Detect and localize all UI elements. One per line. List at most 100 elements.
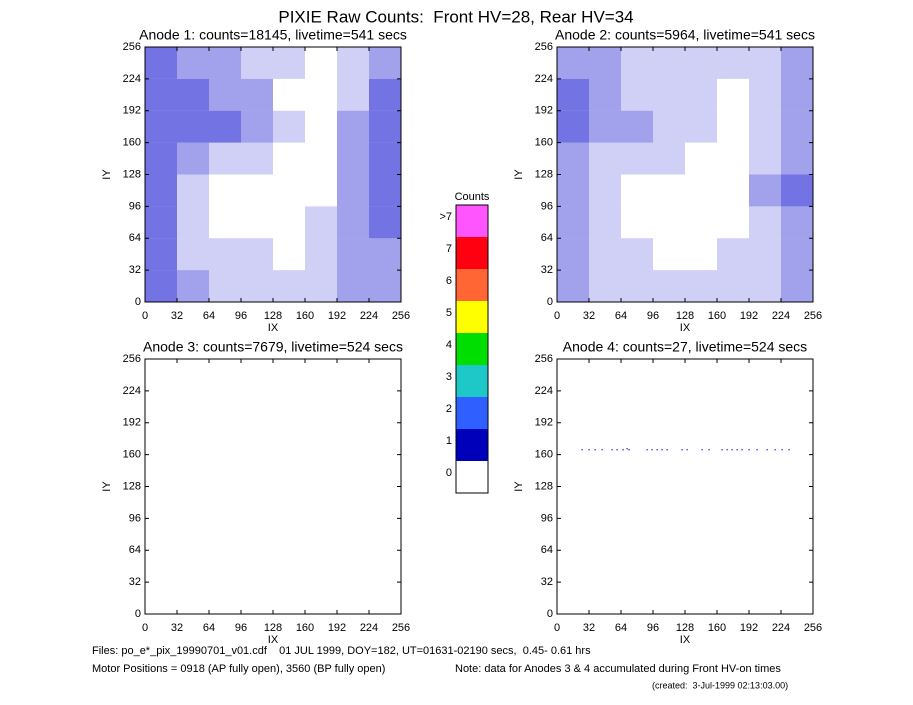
density-cell bbox=[337, 582, 369, 614]
y-tick-label: 256 bbox=[535, 41, 553, 53]
density-cell bbox=[557, 174, 589, 207]
density-cell bbox=[337, 391, 369, 423]
density-cell bbox=[177, 206, 209, 239]
density-cell bbox=[589, 142, 621, 175]
x-tick-label: 0 bbox=[554, 622, 560, 634]
density-cell bbox=[337, 359, 369, 391]
point bbox=[721, 449, 723, 451]
density-cell bbox=[781, 206, 813, 239]
density-cell bbox=[177, 47, 209, 79]
density-cell bbox=[717, 238, 749, 271]
y-tick-label: 160 bbox=[123, 449, 141, 461]
density-cell bbox=[145, 110, 177, 143]
point bbox=[748, 449, 750, 451]
plot-frame bbox=[556, 358, 814, 615]
density-cell bbox=[273, 487, 305, 519]
density-cell bbox=[685, 78, 717, 111]
y-tick-label: 0 bbox=[547, 296, 553, 308]
density-cell bbox=[781, 174, 813, 207]
density-cell bbox=[177, 238, 209, 271]
density-cell bbox=[369, 206, 401, 239]
density-cell bbox=[337, 47, 369, 79]
point bbox=[581, 449, 583, 451]
density-cell bbox=[369, 550, 401, 582]
point bbox=[661, 449, 663, 451]
density-cell bbox=[369, 47, 401, 79]
y-axis-label: IY bbox=[101, 481, 113, 492]
point bbox=[741, 449, 743, 451]
density-cell bbox=[369, 78, 401, 111]
colorbar-label: 1 bbox=[446, 435, 452, 447]
density-cell bbox=[145, 174, 177, 207]
density-cell bbox=[273, 518, 305, 550]
x-tick-label: 256 bbox=[392, 310, 410, 322]
x-tick-label: 0 bbox=[554, 310, 560, 322]
x-axis-label: IX bbox=[268, 322, 279, 334]
y-tick-label: 256 bbox=[123, 41, 141, 53]
density-cell bbox=[557, 238, 589, 271]
density-cell bbox=[337, 550, 369, 582]
density-cell bbox=[369, 270, 401, 302]
y-tick-label: 128 bbox=[123, 168, 141, 180]
y-tick-label: 32 bbox=[541, 576, 553, 588]
density-cell bbox=[209, 487, 241, 519]
point bbox=[736, 449, 738, 451]
density-cell bbox=[273, 79, 305, 111]
density-cell bbox=[241, 423, 273, 455]
density-cell bbox=[145, 455, 177, 487]
y-tick-label: 160 bbox=[535, 137, 553, 149]
point bbox=[622, 449, 624, 451]
footer: (created: 3-Jul-1999 02:13:03.00) bbox=[652, 680, 788, 690]
x-tick-label: 64 bbox=[615, 622, 627, 634]
density-cell bbox=[717, 270, 749, 302]
x-tick-label: 224 bbox=[360, 622, 378, 634]
density-cell bbox=[305, 175, 337, 207]
density-cell bbox=[749, 142, 781, 175]
y-tick-label: 32 bbox=[129, 264, 141, 276]
colorbar-label: 4 bbox=[446, 339, 452, 351]
colorbar-swatch bbox=[456, 397, 488, 429]
density-cell bbox=[145, 142, 177, 175]
y-tick-label: 96 bbox=[541, 200, 553, 212]
density-cell bbox=[273, 423, 305, 455]
density-cell bbox=[589, 270, 621, 302]
density-cell bbox=[273, 143, 305, 175]
point bbox=[708, 449, 710, 451]
density-cell bbox=[305, 582, 337, 614]
density-cell bbox=[177, 174, 209, 207]
density-cell bbox=[369, 238, 401, 271]
density-cell bbox=[241, 110, 273, 143]
colorbar-swatch bbox=[456, 429, 488, 461]
point bbox=[611, 449, 613, 451]
density-cell bbox=[177, 423, 209, 455]
y-tick-label: 224 bbox=[535, 385, 553, 397]
y-tick-label: 224 bbox=[123, 73, 141, 85]
x-tick-label: 128 bbox=[264, 310, 282, 322]
density-cell bbox=[241, 550, 273, 582]
density-cell bbox=[177, 110, 209, 143]
density-cell bbox=[209, 142, 241, 175]
y-tick-label: 64 bbox=[541, 544, 553, 556]
density-cell bbox=[145, 518, 177, 550]
density-cell bbox=[653, 47, 685, 79]
density-cell bbox=[177, 391, 209, 423]
density-cell bbox=[241, 518, 273, 550]
colorbar-label: 3 bbox=[446, 371, 452, 383]
density-cell bbox=[337, 423, 369, 455]
density-cell bbox=[557, 47, 589, 79]
x-tick-label: 32 bbox=[171, 310, 183, 322]
density-cell bbox=[145, 238, 177, 271]
density-cell bbox=[273, 238, 305, 270]
y-tick-label: 224 bbox=[123, 385, 141, 397]
density-cell bbox=[273, 270, 305, 302]
colorbar-label: 2 bbox=[446, 403, 452, 415]
panel-title: Anode 4: counts=27, livetime=524 secs bbox=[563, 339, 807, 355]
density-cell bbox=[209, 359, 241, 391]
density-cell bbox=[781, 270, 813, 302]
y-tick-label: 128 bbox=[535, 168, 553, 180]
density-cell bbox=[209, 391, 241, 423]
y-tick-label: 160 bbox=[123, 137, 141, 149]
density-cell bbox=[273, 47, 305, 79]
density-cell bbox=[145, 423, 177, 455]
